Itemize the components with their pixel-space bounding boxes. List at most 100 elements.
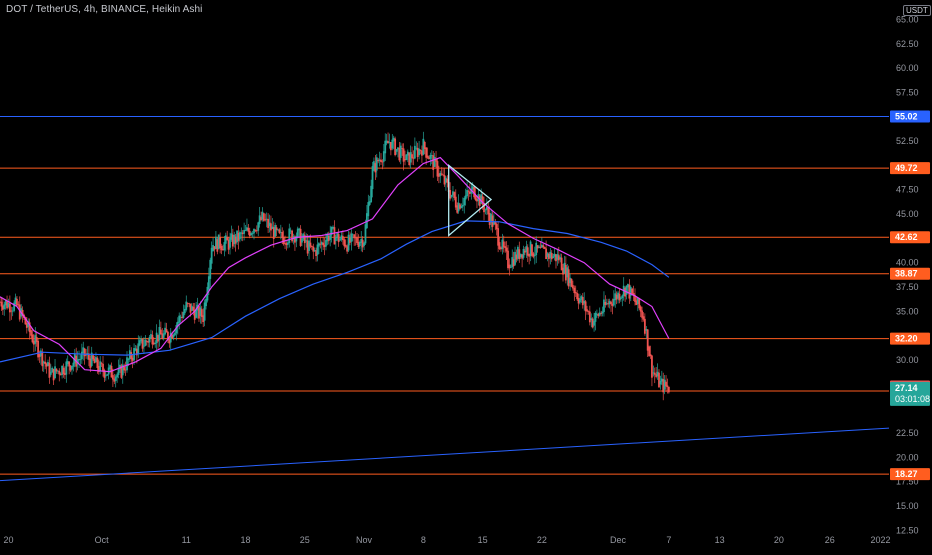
candle-body [584,301,587,312]
candle-body [109,365,111,369]
x-tick-label: 8 [421,535,426,545]
candle-body [13,302,16,311]
candle-body [64,372,66,376]
candle-body [289,230,292,232]
candle-body [167,331,169,341]
candle-body [605,303,608,305]
candle-body [461,204,464,207]
y-tick-label: 20.00 [896,452,919,462]
candle-body [106,374,109,376]
candle-body [147,341,150,343]
candle-body [480,194,483,204]
candle-body [358,242,361,246]
candle-body [284,242,286,244]
candle-body [217,234,220,250]
candle-body [456,205,459,213]
candle-body [621,295,624,299]
candle-body [83,348,86,357]
candle-body [10,310,13,312]
candle-body [432,155,435,170]
candle-body [415,147,418,149]
candle-body [502,241,505,248]
y-tick-label: 30.00 [896,355,919,365]
candle-body [466,190,468,197]
candle-body [429,154,432,159]
candle-body [123,366,126,371]
candle-body [435,158,437,162]
candle-body [354,237,357,239]
candle-body [409,152,412,163]
candle-body [471,186,474,190]
candle-body [368,201,371,205]
candle-body [509,267,512,268]
candle-body [295,236,298,242]
candle-body [395,149,398,152]
candle-body [351,234,354,236]
y-tick-label: 22.50 [896,428,919,438]
candle-body [484,209,487,211]
candle-body [199,307,202,317]
x-tick-label: 11 [182,535,191,545]
candle-body [591,318,594,328]
candle-body [545,248,547,260]
candle-body [511,257,514,268]
candle-body [364,224,367,244]
candle-body [388,141,391,143]
candle-body [120,365,123,378]
candle-body [85,354,87,356]
candle-body [79,359,82,360]
candle-body [329,234,332,240]
candle-body [333,227,336,245]
candle-body [145,340,148,342]
candle-body [179,316,182,318]
candle-body [579,299,581,303]
candle-body [442,174,444,176]
candle-body [533,254,536,257]
candle-body [313,250,316,251]
candle-body [100,363,103,365]
candle-body [264,219,267,221]
candle-body [581,296,584,306]
candle-body [611,303,614,306]
candle-body [507,250,509,269]
candle-body [203,302,206,321]
candle-body [594,312,597,322]
currency-label[interactable]: USDT [903,5,931,16]
candle-body [138,340,141,346]
candle-body [52,368,55,381]
candle-body [508,264,511,269]
candle-body [319,243,322,245]
candle-body [158,327,161,341]
candle-body [655,374,658,377]
candle-body [88,353,90,360]
candle-body [323,244,326,248]
candle-body [165,329,168,333]
candle-body [601,311,604,314]
candle-body [59,373,62,376]
candle-body [169,332,172,343]
candle-body [80,351,83,360]
candle-body [505,247,508,252]
candle-body [157,334,159,342]
candle-body [625,285,628,295]
candle-body [48,362,51,378]
level-badge-label: 55.02 [895,112,918,122]
candle-body [428,157,430,160]
candle-body [28,322,31,333]
candle-body [519,253,522,258]
candle-body [593,320,595,326]
candle-body [286,242,289,245]
candle-body [14,297,17,305]
candle-body [261,211,264,220]
candle-body [73,353,76,364]
candle-body [580,296,583,300]
candle-body [34,335,37,344]
candle-body [315,250,317,257]
candle-body [90,352,93,366]
candle-body [457,202,460,212]
candle-body [349,237,351,243]
candle-body [0,301,3,307]
candle-body [387,141,389,144]
